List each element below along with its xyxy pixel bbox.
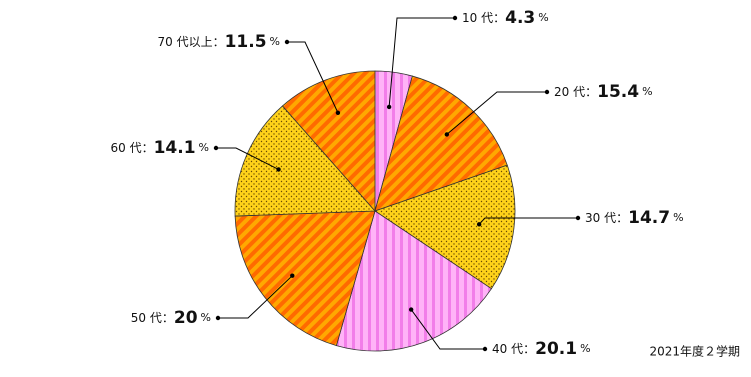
unit: %: [538, 11, 548, 24]
leader-dot: [284, 39, 290, 45]
separator: ：: [493, 11, 505, 25]
value-label: 14.7: [628, 208, 670, 228]
unit: %: [270, 35, 280, 48]
value-label: 11.5: [225, 32, 267, 52]
slice-label: 70 代以上：11.5%: [157, 32, 280, 52]
slice-label: 60 代：14.1%: [110, 138, 209, 158]
slice-label: 30 代：14.7%: [585, 208, 684, 228]
unit: %: [580, 342, 590, 355]
pie-slice: [374, 164, 516, 290]
leader-dot: [575, 215, 581, 221]
leader-line: [388, 17, 455, 107]
leader-dot: [476, 222, 482, 227]
value-label: 4.3: [505, 8, 535, 28]
leader-dot: [276, 167, 281, 172]
leader-dot: [213, 145, 219, 151]
value-label: 15.4: [597, 82, 639, 102]
category-label: 40 代: [492, 342, 523, 356]
category-label: 20 代: [554, 85, 585, 99]
unit: %: [673, 211, 683, 224]
slice-label: 10 代：4.3%: [462, 8, 549, 28]
category-label: 30 代: [585, 211, 616, 225]
pie-slice: [234, 210, 376, 347]
separator: ：: [585, 85, 597, 99]
category-label: 10 代: [462, 11, 493, 25]
leader-line: [446, 91, 547, 135]
category-label: 70 代以上: [157, 35, 212, 49]
leader-dot: [290, 273, 295, 278]
leader-line: [478, 217, 578, 225]
leader-line: [216, 147, 279, 170]
leader-dot: [482, 346, 488, 352]
pie-slice: [335, 210, 493, 352]
leader-line: [287, 41, 339, 113]
separator: ：: [162, 311, 174, 325]
pie-slice: [374, 75, 508, 212]
pie-slice: [234, 105, 376, 217]
leader-dot: [408, 307, 414, 312]
value-label: 20.1: [535, 339, 577, 359]
leader-dot: [544, 89, 550, 95]
category-label: 60 代: [110, 141, 141, 155]
unit: %: [201, 311, 211, 324]
separator: ：: [213, 35, 225, 49]
leader-line: [410, 309, 485, 350]
leader-dot: [386, 104, 392, 110]
note: 2021年度２学期: [649, 344, 740, 359]
leader-dot: [335, 110, 341, 115]
value-label: 20: [174, 308, 198, 328]
leader-dot: [444, 132, 450, 137]
unit: %: [199, 141, 209, 154]
slice-label: 20 代：15.4%: [554, 82, 653, 102]
leader-line: [218, 275, 293, 319]
category-label: 50 代: [131, 311, 162, 325]
value-label: 14.1: [154, 138, 196, 158]
pie-slice: [281, 70, 376, 213]
unit: %: [642, 85, 652, 98]
leader-dot: [215, 315, 221, 321]
slice-label: 50 代：20%: [131, 308, 211, 328]
separator: ：: [616, 211, 628, 225]
leader-dot: [452, 15, 458, 21]
slice-label: 40 代：20.1%: [492, 339, 591, 359]
separator: ：: [523, 342, 535, 356]
separator: ：: [142, 141, 154, 155]
